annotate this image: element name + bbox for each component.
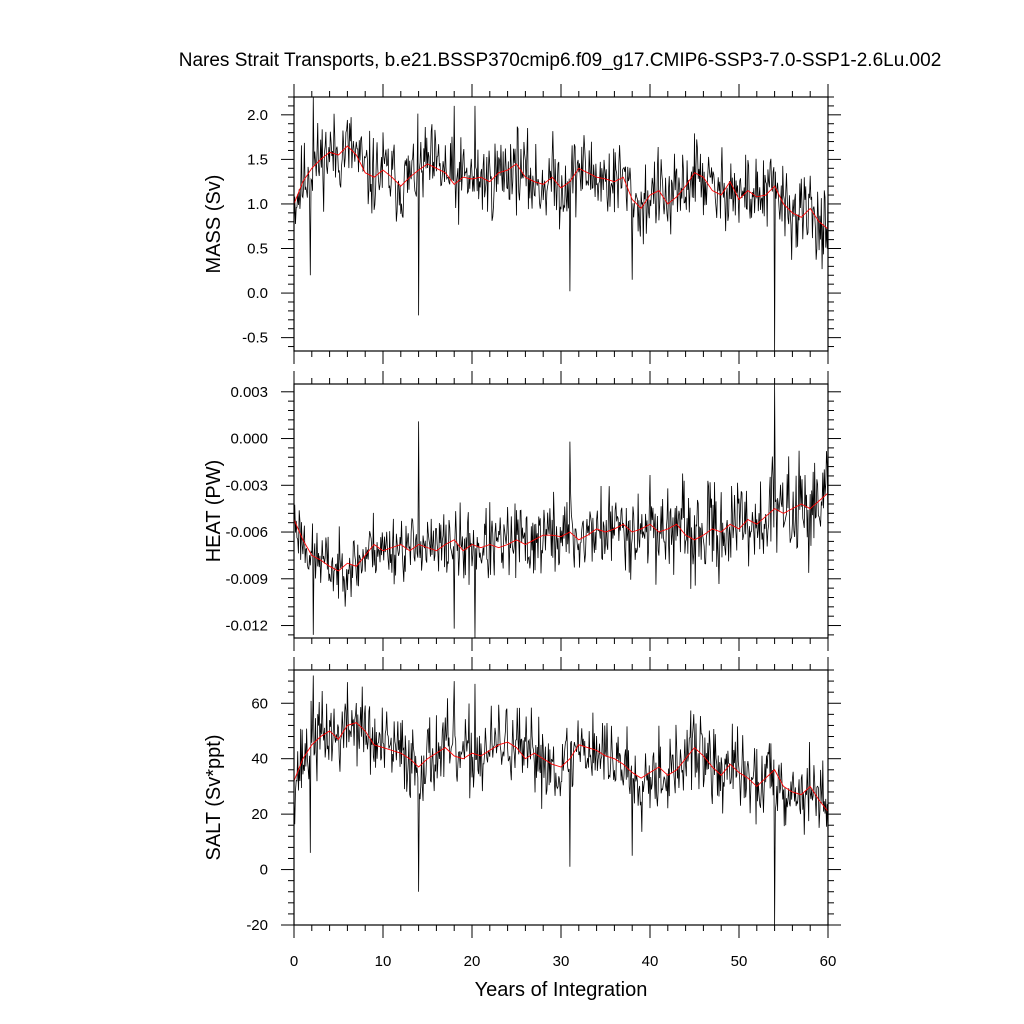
panel-frame xyxy=(293,96,829,352)
x-tick-label: 50 xyxy=(731,953,748,970)
y-tick-label: 0.000 xyxy=(230,431,268,448)
y-tick-label: -0.003 xyxy=(225,477,268,494)
series-annual-mean xyxy=(294,145,828,230)
panel-3: 60 40 20 0 -20 SALT (Sv*ppt) xyxy=(203,657,841,938)
y-axis-label: SALT (Sv*ppt) xyxy=(203,735,225,861)
panel-frame xyxy=(293,383,829,639)
x-tick-label: 0 xyxy=(290,953,298,970)
y-tick-label: 0.5 xyxy=(247,241,268,258)
y-tick-label: 2.0 xyxy=(247,107,268,124)
y-tick-label: 40 xyxy=(251,751,268,768)
chart-title: Nares Strait Transports, b.e21.BSSP370cm… xyxy=(179,50,942,71)
y-tick-label: 1.0 xyxy=(247,196,268,213)
x-tick-label: 60 xyxy=(820,953,837,970)
x-tick-label: 20 xyxy=(464,953,481,970)
y-tick-label: 1.5 xyxy=(247,151,268,168)
panels-group: 2.0 1.5 1.0 0.5 0.0 -0.5 MASS (Sv) 0.003 0.000 -0… xyxy=(203,84,841,970)
y-tick-label: 20 xyxy=(251,806,268,823)
y-tick-label: 0 xyxy=(260,862,268,879)
panel-2: 0.003 0.000 -0.003 -0.006 -0.009 -0.012 HEAT (… xyxy=(203,371,841,651)
y-tick-label: -0.5 xyxy=(242,330,268,347)
y-tick-label: -0.012 xyxy=(225,618,268,635)
y-tick-label: 0.003 xyxy=(230,384,268,401)
y-tick-label: 60 xyxy=(251,695,268,712)
y-tick-label: -20 xyxy=(246,917,268,934)
series-monthly xyxy=(294,97,828,351)
series-annual-mean xyxy=(294,492,828,572)
y-tick-label: 0.0 xyxy=(247,285,268,302)
series-monthly xyxy=(294,675,828,925)
y-tick-label: -0.006 xyxy=(225,524,268,541)
y-tick-label: -0.009 xyxy=(225,571,268,588)
panel-frame xyxy=(293,669,829,926)
x-tick-label: 40 xyxy=(642,953,659,970)
y-axis-label: MASS (Sv) xyxy=(203,175,225,274)
series-monthly xyxy=(294,384,828,638)
x-axis-label: Years of Integration xyxy=(475,979,648,1001)
series-annual-mean xyxy=(294,722,828,812)
y-axis-label: HEAT (PW) xyxy=(203,460,225,563)
x-tick-label: 10 xyxy=(375,953,392,970)
panel-1: 2.0 1.5 1.0 0.5 0.0 -0.5 MASS (Sv) xyxy=(203,84,841,364)
x-tick-label: 30 xyxy=(553,953,570,970)
